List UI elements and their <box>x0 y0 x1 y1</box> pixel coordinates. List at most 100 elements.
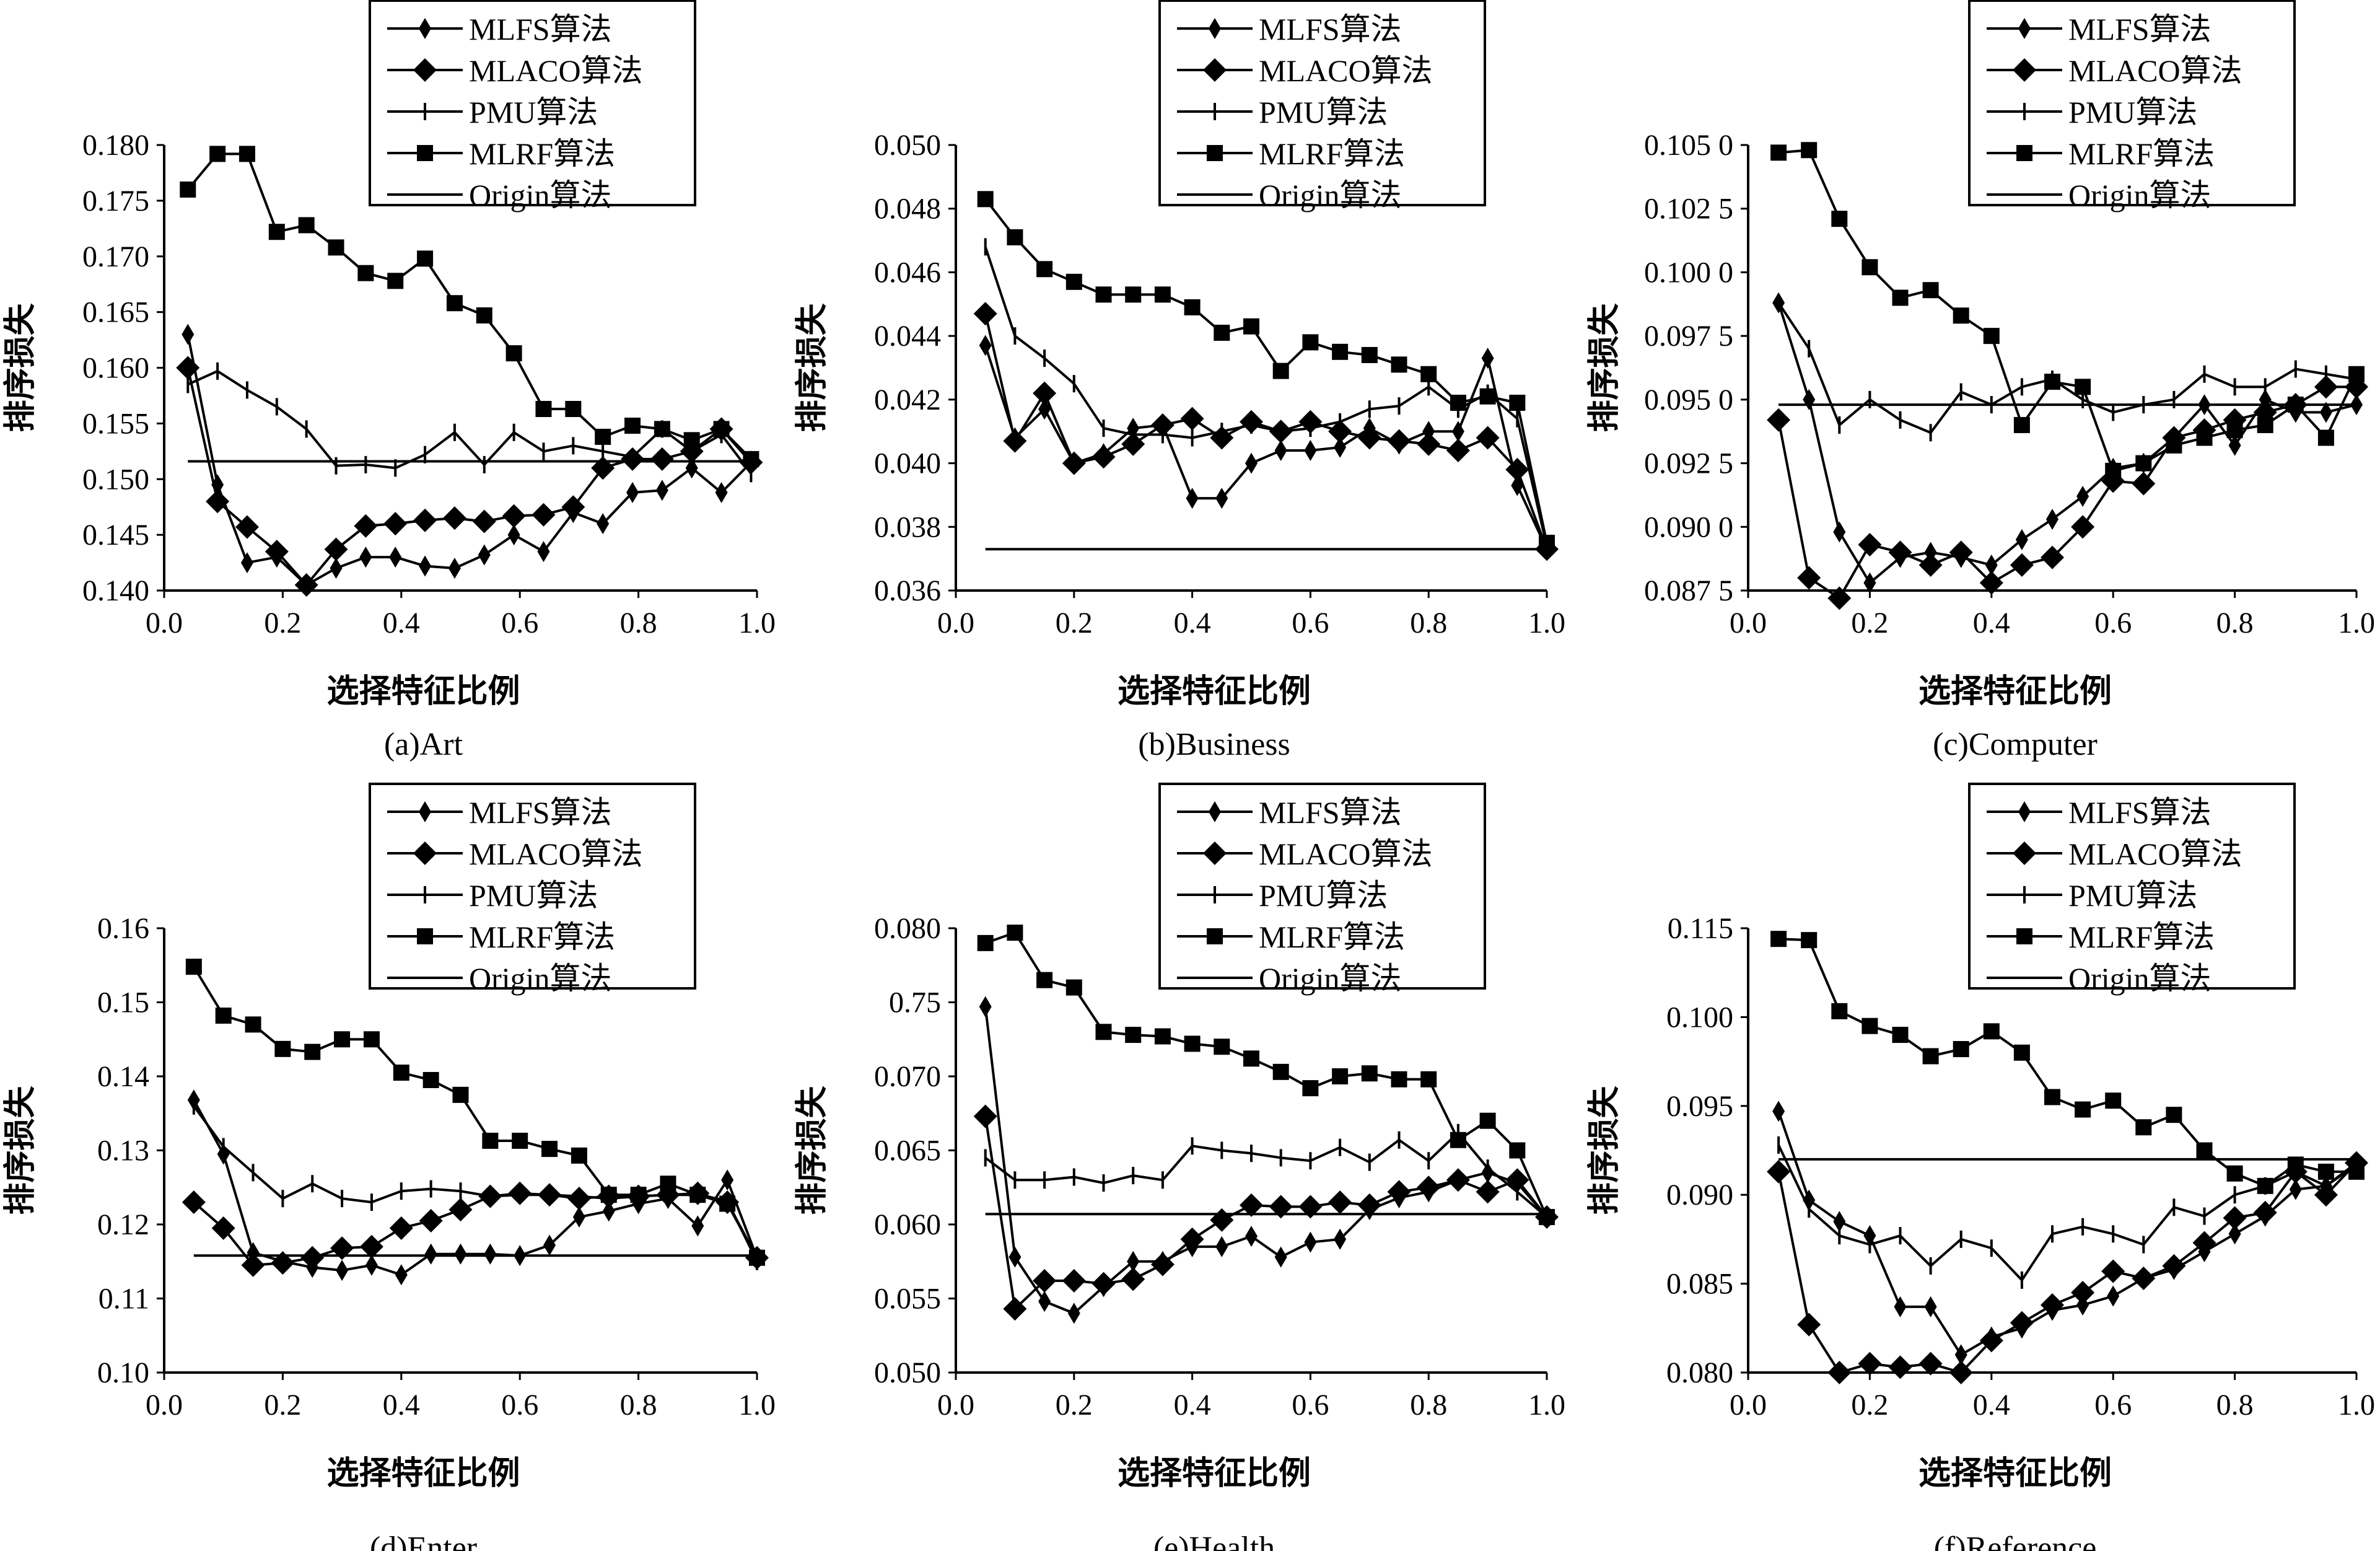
data-point <box>1036 261 1053 278</box>
y-tick-label: 0.145 <box>82 519 149 551</box>
data-point <box>209 146 226 162</box>
y-tick-label: 0.040 <box>874 447 941 480</box>
data-point <box>507 524 520 546</box>
data-point <box>1953 1041 1969 1058</box>
legend-label: MLACO算法 <box>469 53 643 88</box>
data-point <box>419 555 432 577</box>
data-point <box>1767 408 1791 432</box>
legend-marker <box>417 928 433 944</box>
data-point <box>2135 455 2152 472</box>
x-axis-title: 选择特征比例 <box>326 674 520 710</box>
data-point <box>1065 273 1082 290</box>
legend-label: MLACO算法 <box>2068 837 2242 871</box>
legend-marker <box>2016 145 2032 161</box>
x-tick-label: 0.8 <box>1410 607 1447 639</box>
data-point <box>182 323 195 345</box>
y-axis-title: 排序损失 <box>1586 1086 1622 1215</box>
y-tick-label: 0.10 <box>97 1356 149 1389</box>
data-point <box>1334 1228 1347 1250</box>
data-point <box>182 1190 206 1215</box>
legend-label: MLFS算法 <box>2068 12 2212 46</box>
data-point <box>1797 566 1821 590</box>
data-point <box>1417 1175 1441 1200</box>
data-point <box>654 421 670 437</box>
chart-caption: (d)Enter <box>370 1531 477 1551</box>
x-tick-label: 1.0 <box>738 607 776 639</box>
data-point <box>1979 1329 2003 1353</box>
legend-label: Origin算法 <box>469 961 612 996</box>
data-point <box>1892 1027 1909 1044</box>
data-point <box>2314 1183 2338 1207</box>
data-point <box>359 547 372 568</box>
legend: MLFS算法 MLACO算法 PMU算法 MLRF算法 Origin算法 <box>369 0 696 213</box>
y-axis-title: 排序损失 <box>794 303 830 433</box>
data-point <box>354 514 378 538</box>
data-point <box>304 1044 321 1060</box>
data-point <box>1121 1267 1145 1291</box>
data-point <box>1033 381 1057 405</box>
data-point <box>1803 1189 1816 1211</box>
data-point <box>336 1260 349 1281</box>
data-point <box>1922 282 1939 299</box>
legend-marker <box>2018 18 2031 39</box>
data-point <box>541 1141 558 1158</box>
data-point <box>185 959 202 975</box>
data-point <box>691 1215 704 1237</box>
data-point <box>1186 488 1199 509</box>
data-point <box>2253 1200 2277 1224</box>
data-point <box>1831 1003 1848 1019</box>
data-point <box>1894 1296 1907 1317</box>
data-point <box>300 1246 325 1270</box>
data-point <box>180 181 196 198</box>
chart-3: 0.087 5 0.090 0 0.092 5 0.095 0 0.097 5 0.100… <box>1586 0 2375 762</box>
data-point <box>1180 406 1204 431</box>
series-mlrf <box>1770 142 2365 479</box>
data-point <box>2289 1179 2302 1200</box>
x-tick-label: 0.0 <box>146 1389 183 1421</box>
data-point <box>1983 328 2000 345</box>
data-point <box>484 1243 497 1265</box>
data-point <box>1302 1080 1319 1097</box>
x-tick-label: 0.6 <box>1292 1389 1329 1421</box>
data-point <box>543 1234 556 1256</box>
data-point <box>1833 521 1846 543</box>
data-point <box>1092 1272 1116 1296</box>
y-tick-label: 0.070 <box>874 1060 941 1093</box>
data-point <box>571 1147 587 1164</box>
data-point <box>721 1169 734 1191</box>
data-point <box>215 1008 232 1024</box>
data-point <box>2105 1092 2122 1109</box>
legend-label: MLFS算法 <box>1259 795 1402 830</box>
y-tick-label: 0.038 <box>874 511 941 543</box>
data-point <box>2257 416 2273 433</box>
data-point <box>2348 1163 2365 1180</box>
chart-4: 0.10 0.11 0.12 0.13 0.14 0.15 0.16 0.0 0.2 0.4 0.6… <box>2 783 776 1551</box>
data-point <box>1334 436 1347 458</box>
y-tick-label: 0.097 5 <box>1644 320 1733 353</box>
data-point <box>334 1031 351 1048</box>
data-point <box>1450 394 1466 411</box>
legend-label: Origin算法 <box>2068 178 2212 213</box>
x-tick-label: 0.4 <box>383 607 420 639</box>
data-point <box>424 1243 437 1265</box>
data-point <box>2166 437 2182 454</box>
legend-label: MLACO算法 <box>1259 53 1433 88</box>
legend-label: Origin算法 <box>469 178 612 213</box>
data-point <box>268 224 285 240</box>
data-point <box>1803 389 1816 410</box>
legend: MLFS算法 MLACO算法 PMU算法 MLRF算法 Origin算法 <box>369 783 696 996</box>
legend-marker <box>2013 841 2036 865</box>
data-point <box>1446 439 1470 463</box>
data-point <box>454 1243 467 1265</box>
data-point <box>1391 356 1407 373</box>
data-point <box>2132 1266 2156 1290</box>
legend-label: PMU算法 <box>2068 878 2197 913</box>
y-tick-label: 0.087 5 <box>1644 574 1733 607</box>
data-point <box>238 146 255 162</box>
data-point <box>1154 286 1171 303</box>
data-point <box>600 1187 617 1203</box>
data-point <box>383 512 408 536</box>
data-point <box>2314 375 2338 399</box>
y-tick-label: 0.050 <box>874 129 941 162</box>
data-point <box>1361 1065 1378 1082</box>
